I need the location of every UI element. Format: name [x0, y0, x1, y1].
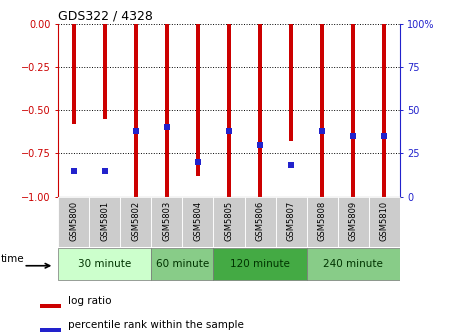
Text: GSM5802: GSM5802	[132, 201, 141, 241]
Point	[287, 163, 295, 168]
Text: GDS322 / 4328: GDS322 / 4328	[58, 9, 153, 23]
Bar	[120, 197, 151, 247]
Point	[101, 168, 109, 173]
Bar	[382, 24, 386, 197]
Bar	[258, 24, 262, 197]
Bar	[320, 24, 324, 197]
Bar	[196, 24, 200, 176]
Text: 30 minute: 30 minute	[78, 259, 132, 269]
Text: GSM5810: GSM5810	[379, 201, 388, 241]
Text: 60 minute: 60 minute	[156, 259, 209, 269]
Point	[70, 168, 78, 173]
Bar	[369, 197, 400, 247]
Bar	[227, 24, 231, 197]
Bar	[134, 24, 138, 197]
Text: GSM5809: GSM5809	[348, 201, 357, 241]
Bar	[182, 197, 213, 247]
Bar	[103, 24, 107, 119]
Text: 240 minute: 240 minute	[323, 259, 383, 269]
Point	[225, 128, 233, 133]
Bar	[307, 248, 400, 280]
Point	[349, 133, 357, 139]
Point	[318, 128, 326, 133]
Bar	[151, 197, 182, 247]
Text: percentile rank within the sample: percentile rank within the sample	[68, 320, 244, 330]
Bar	[276, 197, 307, 247]
Point	[380, 133, 387, 139]
Text: log ratio: log ratio	[68, 296, 111, 306]
Bar	[58, 197, 89, 247]
Bar	[72, 24, 76, 124]
Text: GSM5808: GSM5808	[317, 201, 326, 241]
Bar	[40, 304, 62, 308]
Bar	[213, 248, 307, 280]
Point	[256, 142, 264, 148]
Text: GSM5807: GSM5807	[286, 201, 295, 241]
Bar	[213, 197, 245, 247]
Bar	[245, 197, 276, 247]
Bar	[40, 328, 62, 332]
Text: GSM5805: GSM5805	[224, 201, 233, 241]
Bar	[165, 24, 169, 197]
Bar	[289, 24, 293, 141]
Bar	[338, 197, 369, 247]
Point	[132, 128, 140, 133]
Bar	[307, 197, 338, 247]
Bar	[58, 248, 151, 280]
Point	[194, 159, 202, 165]
Point	[163, 125, 171, 130]
Text: GSM5803: GSM5803	[163, 201, 172, 241]
Bar	[351, 24, 355, 197]
Bar	[89, 197, 120, 247]
Text: GSM5801: GSM5801	[101, 201, 110, 241]
Bar	[151, 248, 213, 280]
Text: 120 minute: 120 minute	[230, 259, 290, 269]
Text: GSM5804: GSM5804	[194, 201, 202, 241]
Text: GSM5800: GSM5800	[70, 201, 79, 241]
Text: GSM5806: GSM5806	[255, 201, 264, 241]
Text: time: time	[1, 254, 25, 264]
